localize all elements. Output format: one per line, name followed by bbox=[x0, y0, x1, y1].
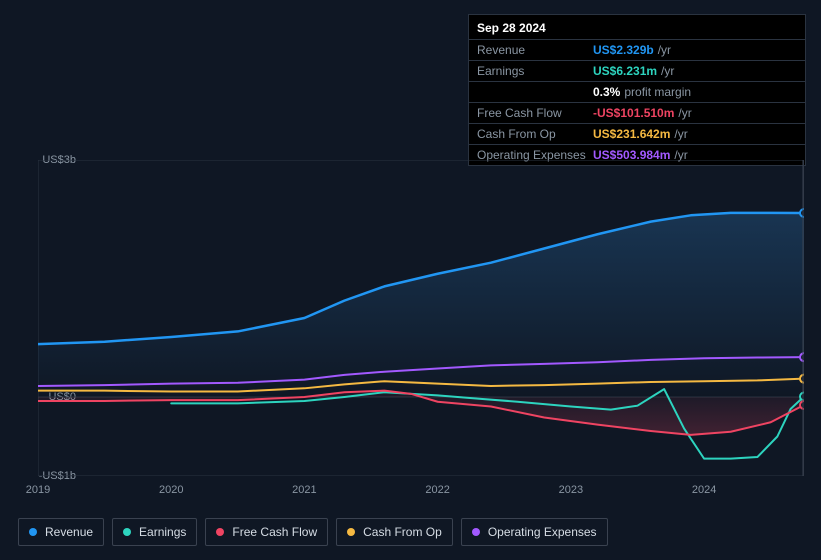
legend-label: Cash From Op bbox=[363, 525, 442, 539]
tooltip-row-value: -US$101.510m bbox=[593, 106, 674, 120]
tooltip-row-label: Cash From Op bbox=[477, 127, 593, 141]
legend-swatch bbox=[472, 528, 480, 536]
x-axis-tick: 2023 bbox=[559, 484, 583, 496]
x-axis-tick: 2024 bbox=[692, 484, 716, 496]
x-axis-tick: 2022 bbox=[425, 484, 449, 496]
tooltip-row-unit: profit margin bbox=[624, 85, 691, 99]
tooltip-row-value: US$231.642m bbox=[593, 127, 670, 141]
legend-label: Operating Expenses bbox=[488, 525, 597, 539]
tooltip-row-unit: /yr bbox=[658, 43, 671, 57]
tooltip-row-label: Revenue bbox=[477, 43, 593, 57]
tooltip-row: 0.3% profit margin bbox=[469, 81, 805, 102]
x-axis-tick: 2019 bbox=[26, 484, 50, 496]
legend-label: Earnings bbox=[139, 525, 186, 539]
legend-swatch bbox=[347, 528, 355, 536]
legend: Revenue Earnings Free Cash Flow Cash From O… bbox=[18, 518, 608, 546]
chart-plot[interactable] bbox=[38, 160, 804, 476]
tooltip-box: Sep 28 2024 RevenueUS$2.329b/yrEarningsU… bbox=[468, 14, 806, 166]
tooltip-row-value: 0.3% bbox=[593, 85, 620, 99]
tooltip-row: Cash From OpUS$231.642m/yr bbox=[469, 123, 805, 144]
tooltip-row-value: US$6.231m bbox=[593, 64, 657, 78]
tooltip-row: Free Cash Flow-US$101.510m/yr bbox=[469, 102, 805, 123]
legend-label: Revenue bbox=[45, 525, 93, 539]
tooltip-row-value: US$2.329b bbox=[593, 43, 654, 57]
x-axis-tick: 2020 bbox=[159, 484, 183, 496]
legend-item-operating-expenses[interactable]: Operating Expenses bbox=[461, 518, 608, 546]
tooltip-row-label: Free Cash Flow bbox=[477, 106, 593, 120]
tooltip-date: Sep 28 2024 bbox=[469, 15, 805, 39]
tooltip-row: EarningsUS$6.231m/yr bbox=[469, 60, 805, 81]
legend-item-earnings[interactable]: Earnings bbox=[112, 518, 197, 546]
legend-swatch bbox=[29, 528, 37, 536]
tooltip-row-unit: /yr bbox=[661, 64, 674, 78]
tooltip-row: RevenueUS$2.329b/yr bbox=[469, 39, 805, 60]
tooltip-row-label: Earnings bbox=[477, 64, 593, 78]
legend-swatch bbox=[123, 528, 131, 536]
tooltip-row-unit: /yr bbox=[674, 127, 687, 141]
legend-swatch bbox=[216, 528, 224, 536]
legend-item-free-cash-flow[interactable]: Free Cash Flow bbox=[205, 518, 328, 546]
x-axis-tick: 2021 bbox=[292, 484, 316, 496]
chart-container: -US$1bUS$0US$3b bbox=[18, 160, 804, 476]
legend-label: Free Cash Flow bbox=[232, 525, 317, 539]
legend-item-revenue[interactable]: Revenue bbox=[18, 518, 104, 546]
legend-item-cash-from-op[interactable]: Cash From Op bbox=[336, 518, 453, 546]
tooltip-row-unit: /yr bbox=[678, 106, 691, 120]
